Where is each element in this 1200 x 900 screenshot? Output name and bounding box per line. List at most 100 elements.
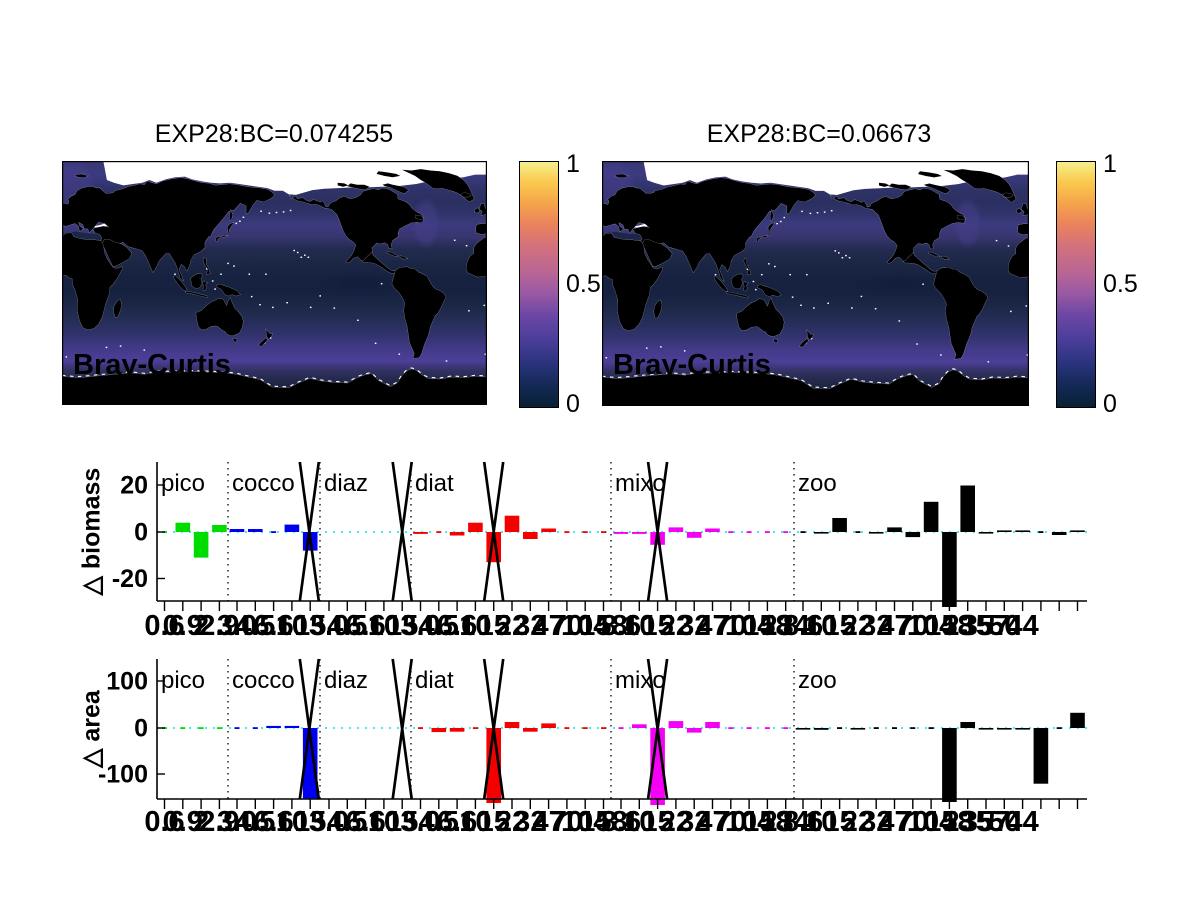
svg-text:3.0: 3.0 (217, 610, 257, 642)
svg-text:104: 104 (725, 610, 773, 642)
svg-text:diaz: diaz (324, 667, 368, 694)
svg-text:4.5: 4.5 (327, 806, 367, 838)
svg-text:44: 44 (1006, 610, 1038, 642)
svg-text:10: 10 (459, 610, 491, 642)
svg-text:0.9: 0.9 (163, 610, 203, 642)
svg-text:10: 10 (623, 610, 655, 642)
svg-text:0.9: 0.9 (163, 806, 203, 838)
svg-text:4.5: 4.5 (327, 610, 367, 642)
svg-text:8.6: 8.6 (783, 610, 823, 642)
svg-text:6.6: 6.6 (345, 806, 385, 838)
svg-text:8.6: 8.6 (783, 806, 823, 838)
svg-text:8.6: 8.6 (601, 806, 641, 838)
svg-text:pico: pico (161, 470, 205, 497)
svg-text:357: 357 (962, 806, 1010, 838)
svg-text:2: 2 (193, 610, 209, 642)
svg-text:4.5: 4.5 (235, 610, 275, 642)
svg-text:32: 32 (514, 806, 546, 838)
svg-text:10: 10 (276, 610, 308, 642)
svg-text:235: 235 (944, 806, 992, 838)
svg-text:15: 15 (478, 610, 510, 642)
svg-text:235: 235 (944, 610, 992, 642)
svg-text:100: 100 (106, 668, 148, 696)
svg-text:158: 158 (925, 610, 973, 642)
svg-text:47: 47 (696, 610, 728, 642)
svg-text:zoo: zoo (798, 667, 837, 694)
svg-text:6.6: 6.6 (253, 610, 293, 642)
svg-text:10: 10 (368, 610, 400, 642)
svg-text:15: 15 (641, 806, 673, 838)
svg-text:3.0: 3.0 (309, 806, 349, 838)
svg-text:3.0: 3.0 (400, 610, 440, 642)
svg-text:0.6: 0.6 (144, 610, 184, 642)
svg-text:70: 70 (897, 610, 929, 642)
svg-text:△ area: △ area (78, 689, 106, 769)
svg-text:10: 10 (805, 610, 837, 642)
svg-text:6.6: 6.6 (437, 806, 477, 838)
svg-text:diat: diat (415, 470, 454, 497)
svg-text:158: 158 (925, 806, 973, 838)
svg-text:2.9: 2.9 (199, 610, 239, 642)
svg-text:2.9: 2.9 (199, 806, 239, 838)
svg-text:15: 15 (641, 610, 673, 642)
svg-text:8.6: 8.6 (601, 610, 641, 642)
svg-text:10: 10 (368, 806, 400, 838)
svg-text:47: 47 (878, 610, 910, 642)
svg-text:15: 15 (823, 806, 855, 838)
svg-text:22: 22 (660, 806, 692, 838)
svg-text:70: 70 (715, 806, 747, 838)
svg-text:47: 47 (696, 806, 728, 838)
svg-text:10: 10 (459, 806, 491, 838)
svg-text:15: 15 (294, 806, 326, 838)
svg-text:47: 47 (532, 806, 564, 838)
svg-text:20: 20 (120, 472, 148, 500)
svg-text:234: 234 (762, 806, 810, 838)
svg-text:cocco: cocco (232, 470, 295, 497)
svg-text:diaz: diaz (324, 470, 368, 497)
svg-text:104: 104 (561, 610, 609, 642)
svg-text:70: 70 (551, 610, 583, 642)
svg-text:6.6: 6.6 (253, 806, 293, 838)
svg-text:mixo: mixo (615, 470, 666, 497)
svg-text:70: 70 (551, 806, 583, 838)
svg-text:158: 158 (579, 610, 627, 642)
svg-text:47: 47 (878, 806, 910, 838)
svg-text:22: 22 (842, 610, 874, 642)
svg-text:3.0: 3.0 (217, 806, 257, 838)
svg-text:104: 104 (561, 806, 609, 838)
svg-text:22: 22 (496, 610, 528, 642)
svg-text:0.6: 0.6 (144, 806, 184, 838)
svg-text:△ biomass: △ biomass (78, 468, 106, 597)
svg-text:50: 50 (988, 610, 1020, 642)
svg-text:357: 357 (962, 610, 1010, 642)
svg-text:3.0: 3.0 (400, 806, 440, 838)
svg-text:10: 10 (805, 806, 837, 838)
svg-text:47: 47 (532, 610, 564, 642)
svg-text:234: 234 (762, 610, 810, 642)
svg-text:15: 15 (823, 610, 855, 642)
svg-text:10: 10 (276, 806, 308, 838)
svg-text:2: 2 (193, 806, 209, 838)
svg-text:6.6: 6.6 (437, 610, 477, 642)
svg-text:22: 22 (496, 806, 528, 838)
svg-text:70: 70 (715, 610, 747, 642)
svg-text:32: 32 (678, 610, 710, 642)
svg-text:0: 0 (134, 519, 148, 547)
svg-text:32: 32 (678, 806, 710, 838)
svg-text:158: 158 (743, 610, 791, 642)
svg-text:104: 104 (907, 806, 955, 838)
svg-text:3.0: 3.0 (309, 610, 349, 642)
svg-text:pico: pico (161, 667, 205, 694)
svg-text:0: 0 (134, 715, 148, 743)
svg-text:15: 15 (478, 806, 510, 838)
svg-text:15: 15 (386, 806, 418, 838)
svg-text:44: 44 (1006, 806, 1038, 838)
svg-text:4.5: 4.5 (419, 610, 459, 642)
svg-text:mixo: mixo (615, 667, 666, 694)
svg-text:32: 32 (514, 610, 546, 642)
svg-text:cocco: cocco (232, 667, 295, 694)
svg-text:32: 32 (860, 610, 892, 642)
svg-text:158: 158 (743, 806, 791, 838)
svg-text:4.5: 4.5 (235, 806, 275, 838)
svg-text:6.6: 6.6 (345, 610, 385, 642)
